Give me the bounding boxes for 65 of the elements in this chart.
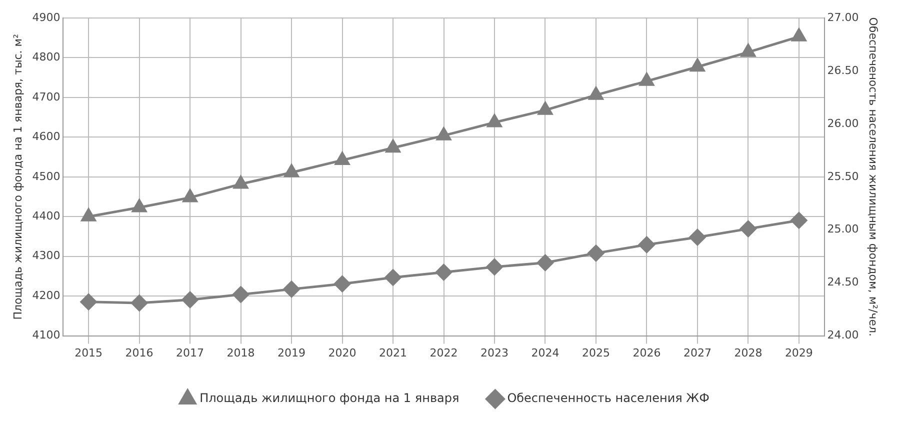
point [283, 280, 300, 298]
point [792, 28, 806, 42]
point [436, 127, 452, 140]
y-tick-label: 4800 [32, 50, 60, 64]
x-tick-label: 2023 [480, 346, 508, 360]
point [487, 114, 502, 128]
y2-tick-label: 25.50 [827, 170, 859, 183]
point [486, 258, 503, 276]
x-tick-label: 2015 [74, 346, 103, 360]
x-tick-label: 2021 [379, 346, 408, 360]
y-tick-label: 4700 [32, 90, 60, 104]
point [334, 152, 350, 165]
y2-tick-label: 26.50 [827, 64, 859, 77]
point [386, 140, 400, 153]
point [740, 220, 756, 238]
point [436, 264, 452, 280]
y2-tick-label: 24.00 [827, 328, 859, 342]
x-tick-label: 2020 [328, 346, 356, 360]
point [690, 58, 705, 72]
point [538, 102, 553, 115]
point [81, 208, 96, 222]
x-tick-label: 2026 [632, 346, 661, 360]
point [80, 294, 97, 310]
point [132, 199, 147, 212]
point [790, 212, 808, 229]
x-tick-label: 2018 [226, 346, 255, 360]
x-tick-label: 2022 [430, 346, 458, 360]
x-tick-label: 2019 [278, 346, 306, 360]
point [588, 86, 604, 100]
point [740, 44, 756, 57]
x-tick-label: 2027 [683, 346, 712, 360]
y2-tick-label: 27.00 [827, 10, 859, 24]
legend-label: Обеспеченность населения ЖФ [507, 391, 710, 406]
y2-tick-label: 25.00 [827, 222, 859, 236]
point [182, 292, 198, 308]
x-tick-label: 2025 [582, 346, 610, 360]
point [182, 189, 198, 202]
point [384, 269, 402, 286]
y-tick-label: 4100 [32, 328, 60, 342]
point [638, 236, 655, 253]
point [536, 254, 554, 271]
x-tick-label: 2028 [734, 346, 762, 360]
y2-tick-label: 26.00 [827, 116, 859, 130]
y-tick-label: 4900 [32, 10, 60, 24]
x-tick-label: 2024 [531, 346, 560, 360]
x-tick-label: 2016 [125, 346, 154, 360]
point [284, 164, 299, 178]
point [588, 244, 604, 262]
y-tick-label: 4300 [32, 249, 60, 262]
legend-label: Площадь жилищного фонда на 1 января [200, 391, 460, 406]
y2-tick-label: 24.50 [827, 276, 859, 289]
point [233, 176, 248, 189]
point [639, 72, 654, 86]
point [334, 276, 351, 292]
point [232, 286, 250, 303]
point [131, 294, 148, 312]
y2-axis-title: Обеспеченость населения жилищным фондом, м²/чел. [866, 17, 880, 337]
y-tick-label: 4200 [32, 288, 60, 302]
point [689, 229, 706, 246]
x-tick-label: 2017 [176, 346, 204, 360]
y-axis-title: Площадь жилищного фонда на 1 января, тыс. м² [11, 34, 24, 320]
y-tick-label: 4500 [32, 170, 60, 183]
y-tick-label: 4400 [32, 209, 60, 222]
x-tick-label: 2029 [784, 346, 813, 360]
y-tick-label: 4600 [32, 130, 60, 144]
